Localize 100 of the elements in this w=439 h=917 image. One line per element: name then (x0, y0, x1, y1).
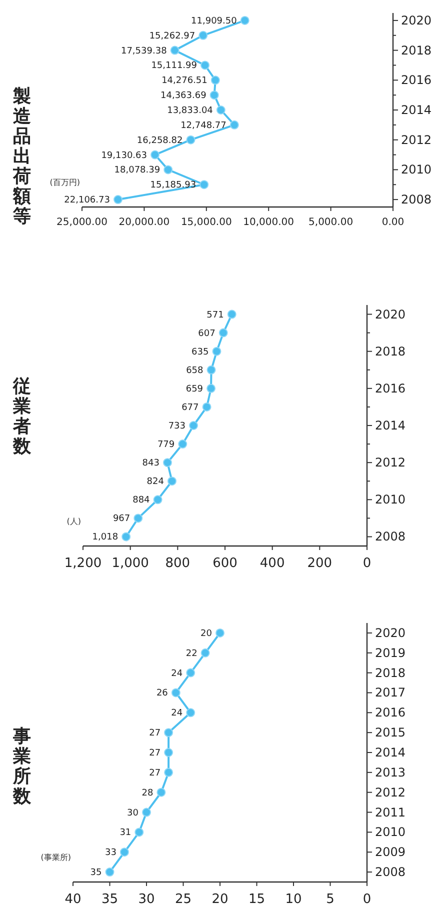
point (200, 60, 210, 70)
y-tick-label: 2018 (401, 43, 432, 58)
data-label: 659 (186, 384, 204, 394)
data-label: 843 (142, 458, 160, 469)
data-label: 14,276.51 (162, 76, 208, 86)
data-label: 733 (168, 422, 186, 432)
point (216, 628, 224, 638)
y-tick-label: 2008 (401, 192, 432, 207)
y-tick-label: 2013 (375, 765, 406, 780)
x-tick-label: 0 (362, 556, 372, 571)
point (230, 120, 239, 130)
data-label: 571 (206, 310, 224, 320)
x-tick-label: 30 (138, 892, 155, 907)
point (156, 788, 166, 797)
y-tick-label: 2019 (375, 646, 406, 660)
point (186, 135, 196, 144)
point (210, 90, 219, 100)
data-label: 31 (120, 828, 132, 838)
data-label: 24 (171, 668, 183, 679)
y-tick-label: 2016 (401, 73, 432, 88)
y-tick-label: 2018 (375, 344, 406, 358)
point (200, 180, 209, 190)
data-label: 13,833.04 (167, 106, 214, 116)
y-tick-label: 2014 (375, 418, 406, 432)
y-tick-label: 2009 (375, 845, 406, 860)
data-label: 33 (104, 848, 116, 858)
point (200, 648, 210, 658)
point (178, 440, 188, 449)
point (164, 165, 173, 174)
point (240, 16, 250, 25)
y-tick-label: 2020 (401, 13, 432, 28)
data-label: 28 (142, 788, 154, 798)
data-label: 15,185.93 (150, 180, 196, 191)
y-tick-label: 2018 (375, 666, 406, 680)
data-label: 658 (186, 366, 204, 376)
y-tick-label: 2010 (401, 162, 432, 177)
data-label: 677 (182, 402, 199, 413)
point (198, 30, 208, 40)
data-label: 779 (157, 440, 175, 450)
x-tick-label: 15 (248, 892, 266, 907)
y-tick-label: 2017 (375, 686, 406, 700)
data-label: 884 (132, 496, 150, 506)
x-tick-label: 40 (64, 892, 82, 907)
point (216, 106, 226, 114)
x-tick-label: 35 (101, 892, 118, 907)
data-label: 18,078.39 (114, 166, 160, 176)
data-label: 14,363.69 (160, 91, 207, 102)
y-tick-label: 2008 (375, 865, 406, 880)
text: 事業所数 (12, 726, 32, 807)
x-tick-label: 10,000.00 (243, 217, 294, 228)
y-tick-label: 2014 (375, 746, 406, 760)
x-tick-label: 10 (285, 892, 302, 907)
x-tick-label: 1,000 (112, 556, 149, 571)
y-tick-label: 2020 (375, 307, 406, 322)
point (189, 421, 198, 430)
data-label: 26 (156, 688, 168, 699)
point (210, 76, 220, 85)
point (134, 514, 143, 523)
point (186, 668, 196, 678)
y-tick-label: 2010 (375, 825, 406, 840)
data-label: 27 (149, 748, 161, 758)
data-label: 635 (192, 347, 209, 358)
x-tick-label: 25,000.00 (56, 217, 108, 228)
x-tick-label: 1,200 (64, 556, 102, 571)
point (227, 310, 236, 319)
x-tick-label: 800 (165, 556, 190, 571)
point (170, 46, 180, 55)
point (164, 768, 174, 777)
point (164, 728, 174, 738)
y-tick-label: 2012 (375, 785, 406, 800)
point (120, 848, 129, 857)
y-tick-label: 2016 (375, 381, 406, 396)
point (150, 150, 160, 160)
y-tick-label: 2014 (401, 103, 432, 117)
data-label: 967 (112, 514, 130, 524)
point (212, 346, 222, 356)
x-tick-label: 0.00 (382, 217, 404, 228)
x-tick-label: 5 (326, 892, 334, 907)
x-tick-label: 20 (212, 892, 228, 907)
x-axis-title: (事業所) (40, 853, 71, 862)
point (171, 688, 180, 698)
point (206, 384, 216, 393)
y-tick-label: 2011 (375, 805, 406, 820)
point (218, 328, 228, 338)
text: 従業者数 (12, 376, 32, 457)
point (134, 828, 144, 837)
data-label: 16,258.82 (136, 136, 183, 146)
point (153, 495, 162, 504)
y-tick-label: 2012 (375, 456, 406, 470)
data-label: 27 (149, 728, 161, 739)
data-label: 607 (198, 328, 216, 339)
x-axis-title: (人) (66, 517, 81, 526)
x-tick-label: 400 (260, 556, 285, 571)
x-tick-label: 0 (362, 892, 372, 907)
point (202, 402, 212, 412)
data-label: 20 (200, 628, 212, 639)
data-label: 30 (127, 808, 139, 818)
point (206, 365, 216, 374)
x-axis-title: (百万円) (50, 178, 80, 187)
x-tick-label: 600 (212, 556, 238, 571)
